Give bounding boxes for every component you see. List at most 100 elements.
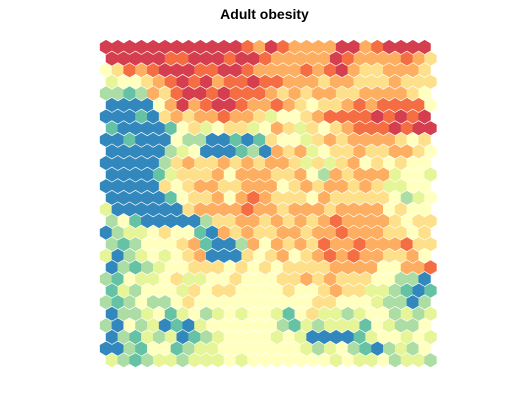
hex-cell [300,109,313,124]
hex-cell [235,353,248,368]
hex-cell [424,51,437,66]
hex-cell [270,306,284,321]
hex-cell [111,109,124,124]
hex-cell [418,202,431,217]
hex-cell [117,74,130,89]
hex-cell [276,39,290,55]
hex-cell [247,329,260,345]
hex-cell [206,179,219,194]
hex-cell [294,260,307,275]
hex-cell [223,74,237,89]
hex-cell [400,190,414,205]
hex-cell [147,179,160,194]
hex-cell [288,271,301,287]
hex-cell [158,271,172,287]
hex-cell [394,341,408,356]
hex-cell [329,97,343,113]
hex-cell [288,318,301,333]
hex-cell [105,144,119,159]
hex-cell [217,63,231,78]
hex-cell [158,132,172,147]
hex-cell [123,295,136,310]
hex-cell [135,86,148,101]
hex-cell [329,260,343,275]
hex-cell [123,202,136,217]
hex-cell [270,237,284,252]
hex-cell [335,63,349,78]
hex-cell [188,74,201,89]
hex-cell [312,341,325,356]
hex-cell [170,39,183,55]
hex-cell [111,341,124,356]
hex-cell [383,202,396,217]
hex-cell [164,283,178,298]
hex-cell [347,179,360,194]
hex-cell [270,167,284,182]
hex-cell [123,132,136,147]
hex-cell [211,283,225,298]
hex-cell [365,283,378,298]
hex-cell [170,295,183,310]
hex-cell [359,318,372,333]
hex-cell [223,283,237,298]
hex-cell [235,190,248,205]
hex-cell [406,248,419,263]
hex-cell [253,179,266,194]
hex-cell [247,144,260,159]
hex-cell [152,144,166,159]
hex-cell [111,132,124,147]
hex-cell [99,155,113,171]
hex-cell [324,225,337,240]
hex-cell [176,190,189,205]
hex-cell [152,237,166,252]
hex-cell [241,179,254,194]
hex-cell [265,179,278,194]
hex-cell [211,260,225,275]
hex-cell [288,109,301,124]
hex-cell [123,341,136,356]
hex-cell [377,283,390,298]
hex-cell [371,225,384,240]
hex-cell [99,202,113,217]
hex-cell [241,155,254,171]
hex-cell [99,63,113,78]
hex-cell [412,237,425,252]
hex-cell [394,179,408,194]
hex-cell [288,179,301,194]
hex-cell [377,260,390,275]
hex-cell [371,271,384,287]
hex-cell [276,109,290,124]
hex-cell [164,213,178,229]
hex-cell [418,271,431,287]
hex-cell [158,225,172,240]
hex-cell [312,248,325,263]
hex-cell [111,155,124,171]
hex-cell [347,225,360,240]
hex-cell [359,341,372,356]
hex-cell [135,155,148,171]
hex-cell [135,248,148,263]
hex-cell [270,260,284,275]
hex-cell [164,167,178,182]
hex-cell [324,132,337,147]
hex-cell [383,295,396,310]
hex-cell [294,213,307,229]
hex-cell [324,202,337,217]
hex-cell [265,63,278,78]
hex-cell [235,167,248,182]
hex-cell [329,167,343,182]
hex-cell [152,97,166,113]
hex-cell [164,260,178,275]
hex-cell [300,225,313,240]
hex-cell [129,306,142,321]
hex-cell [152,283,166,298]
hex-cell [170,179,183,194]
hex-cell [270,97,284,113]
hex-cell [99,132,113,147]
hex-cell [383,248,396,263]
hex-cell [312,63,325,78]
hex-cell [335,109,349,124]
hex-cell [188,167,201,182]
hex-cell [341,283,355,298]
hex-cell [306,51,319,66]
